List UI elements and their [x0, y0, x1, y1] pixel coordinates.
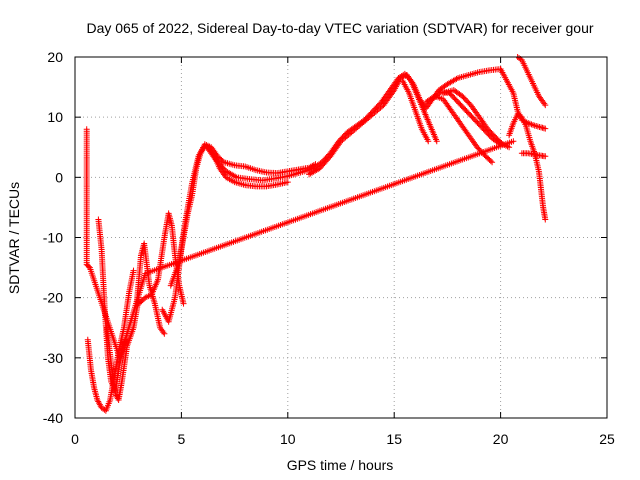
x-tick-label: 5 — [178, 431, 186, 447]
y-tick-label: -10 — [43, 230, 63, 246]
y-tick-label: 10 — [47, 109, 63, 125]
x-axis-label: GPS time / hours — [287, 457, 394, 473]
data-point — [487, 158, 494, 165]
data-point — [219, 158, 226, 165]
data-point — [542, 216, 549, 223]
data-point — [542, 102, 549, 109]
series-trace-o — [514, 54, 549, 109]
y-tick-label: -30 — [43, 350, 63, 366]
series-trace-m — [440, 87, 513, 151]
y-tick-label: 0 — [55, 169, 63, 185]
data-point — [130, 267, 137, 274]
data-point — [180, 300, 187, 307]
data-point — [122, 336, 129, 343]
data-point — [510, 138, 517, 145]
data-point — [542, 153, 549, 160]
y-tick-label: 20 — [47, 49, 63, 65]
y-tick-label: -40 — [43, 410, 63, 426]
x-tick-label: 25 — [599, 431, 615, 447]
x-tick-label: 10 — [280, 431, 296, 447]
series-trace-l — [423, 93, 496, 166]
data-point — [542, 125, 549, 132]
axis-ticks — [74, 56, 608, 419]
series-trace-g — [167, 141, 319, 289]
data-point — [489, 159, 496, 166]
data-point — [506, 144, 513, 151]
data-point — [161, 330, 168, 337]
series-trace-d — [133, 240, 168, 337]
x-tick-label: 20 — [493, 431, 509, 447]
series-trace-p — [506, 111, 549, 223]
series-trace-e — [135, 210, 187, 307]
series-trace-j — [399, 78, 432, 145]
x-tick-label: 15 — [386, 431, 402, 447]
y-axis-label: SDTVAR / TECUs — [6, 182, 22, 294]
chart-title: Day 065 of 2022, Sidereal Day-to-day VTE… — [86, 20, 593, 36]
data-point — [433, 138, 440, 145]
series-trace-a — [84, 267, 137, 414]
data-point — [425, 138, 432, 145]
x-tick-label: 0 — [71, 431, 79, 447]
y-tick-label: -20 — [43, 290, 63, 306]
data-point — [284, 179, 291, 186]
series-trace-q — [518, 150, 549, 160]
data-points-layer — [83, 54, 549, 414]
